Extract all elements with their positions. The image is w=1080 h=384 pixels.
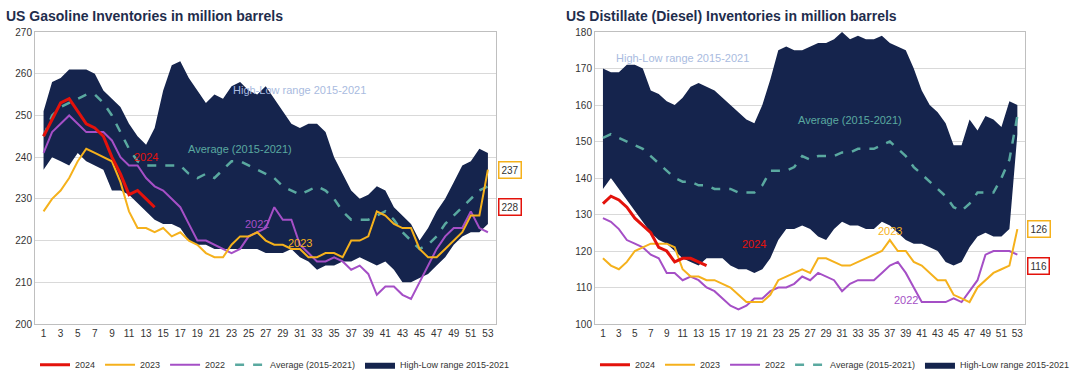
svg-text:41: 41 [916,328,928,339]
svg-text:US Distillate (Diesel) Invento: US Distillate (Diesel) Inventories in mi… [566,8,897,24]
svg-text:2022: 2022 [894,294,918,306]
svg-text:130: 130 [575,209,592,220]
svg-text:2024: 2024 [75,360,95,370]
svg-text:High-Low range 2015-2021: High-Low range 2015-2021 [616,52,749,64]
svg-text:220: 220 [15,235,32,246]
svg-text:High-Low range 2015-2021: High-Low range 2015-2021 [233,84,366,96]
svg-text:33: 33 [311,328,323,339]
svg-text:5: 5 [75,328,81,339]
svg-text:11: 11 [124,328,135,339]
svg-text:2022: 2022 [245,218,269,230]
svg-text:9: 9 [109,328,115,339]
svg-text:47: 47 [964,328,976,339]
svg-text:3: 3 [58,328,64,339]
svg-text:2023: 2023 [700,360,720,370]
svg-text:210: 210 [15,277,32,288]
svg-text:2024: 2024 [742,238,766,250]
svg-text:13: 13 [693,328,705,339]
svg-text:39: 39 [900,328,912,339]
svg-text:126: 126 [1031,224,1048,235]
svg-text:41: 41 [380,328,392,339]
svg-text:27: 27 [260,328,272,339]
svg-text:49: 49 [448,328,460,339]
svg-text:31: 31 [294,328,306,339]
svg-text:110: 110 [576,282,592,293]
svg-text:53: 53 [482,328,494,339]
svg-text:High-Low range 2015-2021: High-Low range 2015-2021 [400,360,509,370]
svg-text:19: 19 [741,328,753,339]
svg-text:17: 17 [725,328,737,339]
svg-text:100: 100 [575,319,592,330]
svg-text:15: 15 [158,328,170,339]
svg-text:29: 29 [821,328,833,339]
svg-text:51: 51 [996,328,1008,339]
svg-text:230: 230 [15,193,32,204]
svg-text:140: 140 [575,173,592,184]
svg-text:51: 51 [465,328,477,339]
svg-text:240: 240 [15,152,32,163]
svg-text:21: 21 [209,328,221,339]
svg-text:Average (2015-2021): Average (2015-2021) [798,114,902,126]
svg-text:7: 7 [92,328,98,339]
svg-text:116: 116 [1031,261,1047,272]
svg-text:35: 35 [329,328,341,339]
svg-text:31: 31 [836,328,848,339]
svg-text:270: 270 [15,27,32,38]
svg-text:170: 170 [575,63,592,74]
svg-text:5: 5 [632,328,638,339]
svg-text:47: 47 [431,328,443,339]
svg-text:19: 19 [192,328,204,339]
svg-text:160: 160 [575,100,592,111]
svg-text:35: 35 [868,328,880,339]
svg-text:37: 37 [884,328,896,339]
svg-text:228: 228 [502,202,519,213]
svg-text:Average (2015-2021): Average (2015-2021) [270,360,355,370]
svg-text:25: 25 [243,328,255,339]
svg-text:7: 7 [648,328,654,339]
svg-text:1: 1 [600,328,606,339]
svg-text:Average (2015-2021): Average (2015-2021) [830,360,915,370]
svg-text:2023: 2023 [140,360,160,370]
svg-text:53: 53 [1012,328,1024,339]
svg-text:25: 25 [789,328,801,339]
svg-text:3: 3 [616,328,622,339]
svg-text:2022: 2022 [205,360,225,370]
svg-text:43: 43 [397,328,409,339]
svg-text:23: 23 [773,328,785,339]
svg-text:200: 200 [15,319,32,330]
svg-text:39: 39 [363,328,375,339]
svg-text:49: 49 [980,328,992,339]
svg-text:High-Low range 2015-2021: High-Low range 2015-2021 [960,360,1069,370]
svg-text:2022: 2022 [765,360,785,370]
svg-text:21: 21 [757,328,769,339]
svg-text:9: 9 [664,328,670,339]
svg-text:260: 260 [15,68,32,79]
svg-text:2023: 2023 [288,237,312,249]
svg-text:45: 45 [948,328,960,339]
svg-text:2024: 2024 [134,151,158,163]
svg-text:43: 43 [932,328,944,339]
svg-text:180: 180 [575,27,592,38]
svg-text:13: 13 [141,328,153,339]
svg-text:150: 150 [575,136,592,147]
svg-text:29: 29 [277,328,289,339]
svg-text:Average (2015-2021): Average (2015-2021) [188,143,292,155]
svg-text:2023: 2023 [878,225,902,237]
svg-text:120: 120 [575,246,592,257]
svg-text:45: 45 [414,328,426,339]
svg-text:1: 1 [41,328,47,339]
svg-text:US Gasoline Inventories in mil: US Gasoline Inventories in million barre… [6,8,283,24]
svg-text:23: 23 [226,328,238,339]
svg-text:250: 250 [15,110,32,121]
svg-text:237: 237 [502,165,519,176]
svg-text:2024: 2024 [635,360,655,370]
svg-text:37: 37 [346,328,358,339]
svg-text:33: 33 [852,328,864,339]
svg-text:15: 15 [709,328,721,339]
svg-text:11: 11 [677,328,688,339]
svg-text:27: 27 [805,328,817,339]
svg-text:17: 17 [175,328,187,339]
